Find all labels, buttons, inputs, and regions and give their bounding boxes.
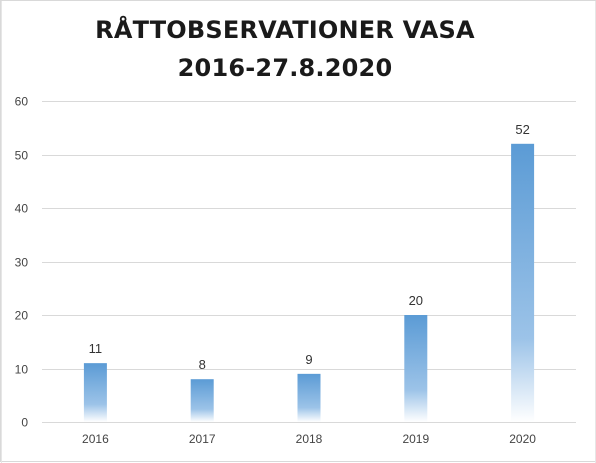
bar-2020: [511, 143, 535, 423]
x-tick-label-2018: 2018: [296, 432, 323, 446]
y-tick-label: 10: [15, 363, 29, 377]
bar-2016: [83, 363, 107, 422]
data-label-2016: 11: [89, 341, 103, 356]
y-tick-label: 0: [21, 416, 28, 430]
chart-title: RÅTTOBSERVATIONER VASA: [95, 16, 475, 44]
data-label-2018: 9: [305, 352, 312, 367]
data-label-2017: 8: [199, 357, 206, 372]
bar-2017: [190, 379, 214, 422]
y-tick-label: 20: [15, 309, 29, 323]
chart-subtitle: 2016-27.8.2020: [177, 54, 393, 82]
x-axis: 2016 2017 2018 2019 2020: [82, 432, 536, 446]
y-tick-label: 60: [15, 95, 29, 109]
bars: [83, 143, 535, 423]
data-label-2020: 52: [515, 122, 529, 137]
sheet-gridline: [1, 1, 2, 463]
bar-2019: [404, 315, 428, 422]
x-tick-label-2017: 2017: [189, 432, 216, 446]
bar-2018: [297, 373, 321, 422]
y-tick-label: 40: [15, 202, 29, 216]
data-label-2019: 20: [409, 293, 423, 308]
x-tick-label-2019: 2019: [402, 432, 429, 446]
data-labels: 11 8 9 20 52: [89, 122, 530, 372]
y-tick-label: 50: [15, 149, 29, 163]
gridlines: [42, 101, 576, 423]
y-axis: 0 10 20 30 40 50 60: [15, 95, 29, 430]
y-tick-label: 30: [15, 256, 29, 270]
x-tick-label-2016: 2016: [82, 432, 109, 446]
x-tick-label-2020: 2020: [509, 432, 536, 446]
